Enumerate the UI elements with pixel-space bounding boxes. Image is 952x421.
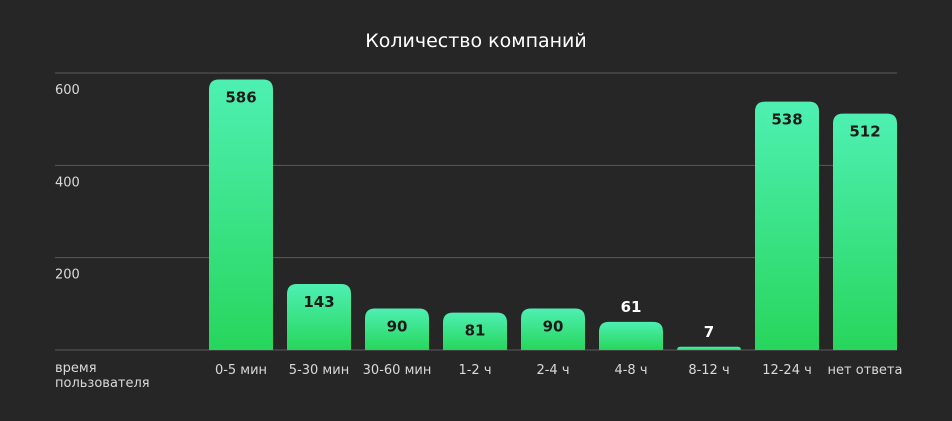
x-tick-label: 5-30 мин <box>289 363 349 378</box>
x-tick-label: 12-24 ч <box>762 363 812 378</box>
x-tick-label: 2-4 ч <box>536 363 569 378</box>
bar-value-label: 586 <box>225 88 256 106</box>
bar-value-label: 61 <box>621 298 642 316</box>
bar-value-label: 90 <box>387 317 408 335</box>
x-tick-label: 8-12 ч <box>688 363 729 378</box>
bar-2-4 ч <box>521 308 585 350</box>
bar-0-5 мин <box>209 79 273 351</box>
bar-value-label: 538 <box>771 111 802 129</box>
bar-8-12 ч <box>677 346 741 350</box>
labels-layer: 586 0-5 мин 143 5-30 мин 90 30-60 мин 81 1-2 ч 9… <box>215 88 903 378</box>
bar-value-label: 81 <box>465 322 486 340</box>
y-tick-label: 400 <box>55 175 80 190</box>
bars-layer <box>209 79 897 351</box>
bar-1-2 ч <box>443 312 507 350</box>
chart-title: Количество компаний <box>365 30 587 52</box>
x-tick-label: 0-5 мин <box>215 363 267 378</box>
x-axis-label: время пользователя <box>55 361 150 391</box>
x-tick-label: нет ответа <box>828 363 903 378</box>
bar-12-24 ч <box>755 101 819 350</box>
bar-30-60 мин <box>365 308 429 350</box>
x-tick-label: 1-2 ч <box>458 363 491 378</box>
x-tick-label: 30-60 мин <box>363 363 432 378</box>
y-tick-label: 200 <box>55 268 80 283</box>
bar-value-label: 512 <box>849 123 880 141</box>
bar-value-label: 90 <box>543 317 564 335</box>
bar-value-label: 143 <box>303 293 334 311</box>
x-tick-label: 4-8 ч <box>614 363 647 378</box>
bar-5-30 мин <box>287 283 351 350</box>
bar-value-label: 7 <box>704 323 714 341</box>
y-tick-label: 600 <box>55 83 80 98</box>
bar-4-8 ч <box>599 321 663 350</box>
bar-нет ответа <box>833 113 897 350</box>
